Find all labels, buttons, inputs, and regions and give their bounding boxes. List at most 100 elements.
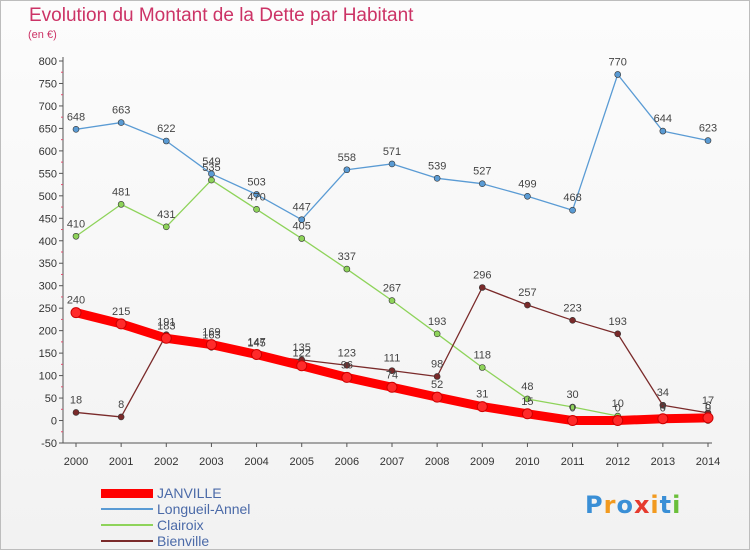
- y-tick-label: 700: [39, 101, 57, 113]
- data-label-clairoix: 0: [660, 403, 666, 415]
- data-point-longueil-annel: [388, 160, 396, 168]
- x-tick-label: 2006: [335, 456, 359, 468]
- data-point-janville: [205, 339, 217, 351]
- legend-label: Clairoix: [157, 517, 204, 533]
- data-label-janville: 240: [67, 295, 85, 307]
- data-label-longueil-annel: 527: [473, 166, 491, 178]
- data-point-longueil-annel: [162, 137, 170, 145]
- data-point-janville: [702, 412, 714, 424]
- data-label-bienville: 145: [247, 337, 265, 349]
- data-label-janville: 183: [157, 320, 175, 332]
- data-label-janville: 147: [247, 336, 265, 348]
- x-tick-label: 2001: [109, 456, 133, 468]
- data-label-clairoix: 431: [157, 209, 175, 221]
- data-point-longueil-annel: [659, 127, 667, 135]
- y-tick-label: 150: [39, 348, 57, 360]
- data-point-janville: [70, 307, 82, 319]
- data-label-janville: 0: [615, 403, 621, 415]
- data-point-clairoix: [388, 297, 396, 304]
- data-point-janville: [341, 371, 353, 383]
- legend-item-janville: JANVILLE: [101, 485, 250, 501]
- data-point-longueil-annel: [343, 166, 351, 174]
- data-label-bienville: 296: [473, 270, 491, 282]
- data-label-longueil-annel: 539: [428, 160, 446, 172]
- data-point-longueil-annel: [433, 174, 441, 182]
- data-point-janville: [386, 381, 398, 393]
- logo-letter: i: [650, 491, 660, 519]
- logo-letter: x: [633, 491, 651, 519]
- data-label-janville: 6: [705, 400, 711, 412]
- data-label-bienville: 111: [384, 353, 401, 365]
- data-point-bienville: [569, 317, 576, 324]
- data-label-longueil-annel: 571: [383, 146, 401, 158]
- data-label-clairoix: 10: [612, 398, 624, 410]
- data-label-clairoix: 30: [566, 389, 578, 401]
- legend-label: Bienville: [157, 533, 210, 549]
- data-point-clairoix: [162, 223, 170, 231]
- data-point-janville: [115, 318, 127, 330]
- data-label-clairoix: 481: [112, 186, 130, 198]
- y-tick-label: 50: [45, 393, 57, 405]
- data-point-bienville: [524, 301, 531, 309]
- data-label-bienville: 17: [702, 395, 714, 407]
- x-tick-label: 2003: [199, 456, 223, 468]
- y-tick-label: 550: [39, 168, 57, 180]
- data-label-bienville: 135: [293, 342, 311, 354]
- data-point-bienville: [72, 409, 80, 416]
- data-label-longueil-annel: 558: [338, 152, 356, 164]
- x-tick-label: 2011: [561, 456, 585, 468]
- data-point-bienville: [433, 373, 441, 380]
- data-point-clairoix: [433, 330, 441, 338]
- data-point-janville: [476, 401, 488, 413]
- data-point-clairoix: [72, 232, 80, 240]
- data-label-clairoix: 410: [67, 218, 85, 230]
- data-point-bienville: [478, 284, 486, 291]
- data-label-bienville: 163: [202, 329, 220, 341]
- data-label-longueil-annel: 622: [157, 123, 175, 135]
- axes: -500501001502002503003504004505005506006…: [39, 56, 721, 468]
- data-point-longueil-annel: [569, 206, 576, 214]
- logo-letter: P: [585, 491, 604, 519]
- x-tick-label: 2010: [515, 456, 539, 468]
- x-tick-label: 2014: [696, 456, 720, 468]
- y-tick-label: 300: [39, 281, 57, 293]
- x-tick-label: 2005: [289, 456, 313, 468]
- data-label-bienville: 8: [118, 399, 124, 411]
- legend-item-clairoix: Clairoix: [101, 517, 250, 533]
- y-tick-label: 350: [39, 258, 57, 270]
- data-point-longueil-annel: [478, 180, 486, 187]
- legend-label: Longueil-Annel: [157, 501, 251, 517]
- data-point-bienville: [659, 401, 667, 409]
- legend-item-bienville: Bienville: [101, 533, 250, 549]
- data-label-clairoix: 535: [202, 162, 220, 174]
- data-label-clairoix: 405: [293, 221, 311, 233]
- data-point-bienville: [614, 330, 622, 338]
- proxiti-logo: Proxiti: [585, 491, 681, 519]
- legend-label: JANVILLE: [157, 485, 222, 501]
- y-tick-label: 200: [39, 326, 57, 338]
- data-label-clairoix: 193: [428, 316, 446, 328]
- data-point-janville: [160, 332, 172, 344]
- data-point-bienville: [117, 413, 125, 421]
- data-point-janville: [612, 415, 624, 427]
- y-tick-label: -50: [41, 438, 57, 450]
- x-tick-label: 2004: [244, 456, 268, 468]
- logo-letter: t: [659, 491, 673, 519]
- chart-unit: (en €): [28, 29, 57, 41]
- x-tick-label: 2012: [605, 456, 629, 468]
- data-point-bienville: [388, 367, 396, 374]
- data-label-janville: 96: [341, 359, 353, 371]
- data-label-clairoix: 337: [338, 251, 356, 263]
- data-point-clairoix: [208, 176, 215, 184]
- data-label-bienville: 34: [657, 387, 669, 399]
- data-point-clairoix: [524, 395, 531, 403]
- data-label-longueil-annel: 468: [563, 192, 581, 204]
- data-label-clairoix: 48: [521, 381, 533, 393]
- y-tick-label: 450: [39, 213, 57, 225]
- x-tick-label: 2007: [380, 456, 404, 468]
- data-label-longueil-annel: 499: [518, 178, 536, 190]
- data-point-janville: [657, 413, 669, 425]
- data-label-janville: 52: [431, 379, 443, 391]
- x-tick-label: 2000: [64, 456, 88, 468]
